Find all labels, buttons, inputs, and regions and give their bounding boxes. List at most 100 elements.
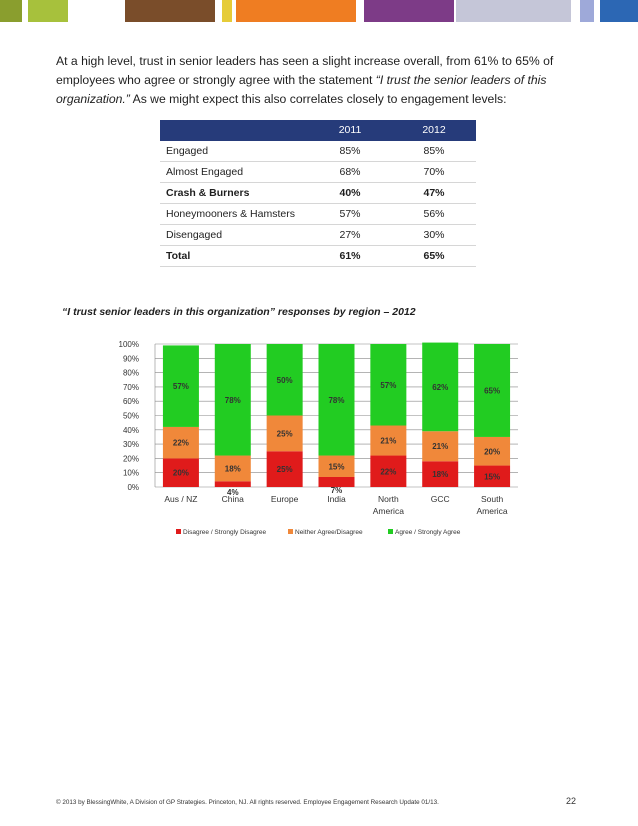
row-label: Engaged bbox=[166, 145, 209, 157]
data-label: 20% bbox=[173, 469, 189, 478]
table-row: Almost Engaged 68% 70% bbox=[160, 162, 476, 183]
data-label: 15% bbox=[328, 462, 344, 471]
color-block bbox=[364, 0, 454, 22]
top-color-bar bbox=[0, 0, 638, 22]
data-label: 7% bbox=[331, 486, 343, 495]
value-2012: 56% bbox=[423, 208, 445, 220]
intro-paragraph: At a high level, trust in senior leaders… bbox=[56, 52, 596, 109]
color-block bbox=[0, 0, 22, 22]
data-label: 20% bbox=[484, 447, 500, 456]
value-2011: 27% bbox=[339, 229, 361, 241]
bar-segment bbox=[214, 344, 251, 456]
data-label: 78% bbox=[225, 396, 241, 405]
intro-text-end: As we might expect this also correlates … bbox=[129, 92, 507, 106]
y-tick-label: 70% bbox=[123, 383, 139, 392]
legend-swatch bbox=[176, 529, 181, 534]
x-tick-label: India bbox=[327, 494, 346, 504]
data-label: 21% bbox=[432, 442, 448, 451]
bar-segment bbox=[318, 344, 355, 456]
data-label: 21% bbox=[380, 437, 396, 446]
color-block bbox=[236, 0, 356, 22]
data-label: 25% bbox=[277, 429, 293, 438]
bar-segment bbox=[370, 455, 407, 487]
y-tick-label: 40% bbox=[123, 426, 139, 435]
y-tick-label: 90% bbox=[123, 354, 139, 363]
color-block bbox=[125, 0, 215, 22]
y-tick-label: 80% bbox=[123, 369, 139, 378]
value-2012: 85% bbox=[423, 145, 445, 157]
color-block bbox=[456, 0, 571, 22]
table-row: Total 61% 65% bbox=[160, 246, 476, 267]
data-label: 50% bbox=[277, 376, 293, 385]
data-label: 22% bbox=[380, 467, 396, 476]
bar-segment bbox=[214, 455, 251, 482]
row-label: Honeymooners & Hamsters bbox=[166, 208, 295, 220]
data-label: 22% bbox=[173, 439, 189, 448]
intro-text: At a high level, trust in senior leaders… bbox=[56, 54, 554, 87]
bar-segment bbox=[266, 344, 303, 416]
x-tick-label: America bbox=[373, 506, 404, 516]
row-label: Total bbox=[166, 250, 191, 262]
y-tick-label: 50% bbox=[123, 412, 139, 421]
data-label: 65% bbox=[484, 386, 500, 395]
bar-segment bbox=[422, 461, 459, 487]
data-label: 15% bbox=[484, 472, 500, 481]
value-2011: 40% bbox=[339, 187, 361, 199]
y-tick-label: 10% bbox=[123, 469, 139, 478]
column-2012: 2012 bbox=[422, 124, 446, 136]
legend-swatch bbox=[288, 529, 293, 534]
chart-title: “I trust senior leaders in this organiza… bbox=[62, 306, 416, 318]
stacked-bar-chart: 0% 10% 20% 30% 40% 50% 60% 70% 80% 90% 100% 20% 22% 5… bbox=[119, 340, 518, 536]
data-label: 25% bbox=[277, 465, 293, 474]
value-2012: 65% bbox=[423, 250, 445, 262]
table-row: Engaged 85% 85% bbox=[160, 141, 476, 162]
data-label: 18% bbox=[225, 464, 241, 473]
legend-swatch bbox=[388, 529, 393, 534]
bar-segment bbox=[474, 436, 511, 466]
bar-segment bbox=[318, 476, 355, 487]
footer-copyright: © 2013 by BlessingWhite, A Division of G… bbox=[56, 799, 439, 806]
row-label: Crash & Burners bbox=[166, 187, 250, 199]
x-tick-label: America bbox=[476, 506, 507, 516]
bar-segment bbox=[214, 481, 251, 487]
y-tick-label: 0% bbox=[127, 483, 139, 492]
value-2012: 47% bbox=[423, 187, 445, 199]
page-number: 22 bbox=[566, 796, 577, 806]
data-label: 18% bbox=[432, 470, 448, 479]
bar-segment bbox=[422, 431, 459, 462]
bar-segment bbox=[162, 458, 199, 487]
color-block bbox=[222, 0, 232, 22]
value-2011: 61% bbox=[339, 250, 361, 262]
bar-segment bbox=[266, 415, 303, 452]
data-label: 78% bbox=[328, 396, 344, 405]
table-row: Crash & Burners 40% 47% bbox=[160, 183, 476, 204]
legend-label: Disagree / Strongly Disagree bbox=[183, 529, 266, 536]
y-tick-label: 100% bbox=[119, 340, 139, 349]
table-row: Disengaged 27% 30% bbox=[160, 225, 476, 246]
x-tick-label: North bbox=[378, 494, 399, 504]
x-tick-label: China bbox=[222, 494, 244, 504]
bar-segment bbox=[318, 455, 355, 477]
table-row: Honeymooners & Hamsters 57% 56% bbox=[160, 204, 476, 225]
bar-segment bbox=[422, 342, 459, 432]
trust-table: 2011 2012 Engaged 85% 85% Almost Engaged 68%… bbox=[160, 120, 476, 267]
color-block bbox=[28, 0, 68, 22]
bar-segment bbox=[474, 344, 511, 437]
row-label: Almost Engaged bbox=[166, 166, 244, 178]
bar-segment bbox=[266, 451, 303, 487]
x-tick-label: Aus / NZ bbox=[164, 494, 197, 504]
table-header: 2011 2012 bbox=[160, 120, 476, 141]
value-2011: 57% bbox=[339, 208, 361, 220]
x-tick-label: Europe bbox=[271, 494, 299, 504]
x-tick-label: GCC bbox=[431, 494, 450, 504]
bar-segment bbox=[162, 426, 199, 459]
y-tick-label: 60% bbox=[123, 397, 139, 406]
value-2011: 85% bbox=[339, 145, 361, 157]
bar-segment bbox=[370, 344, 407, 426]
column-2011: 2011 bbox=[338, 124, 362, 136]
data-label: 62% bbox=[432, 383, 448, 392]
data-label: 4% bbox=[227, 488, 239, 497]
y-tick-label: 30% bbox=[123, 440, 139, 449]
color-block bbox=[600, 0, 638, 22]
x-tick-label: South bbox=[481, 494, 503, 504]
